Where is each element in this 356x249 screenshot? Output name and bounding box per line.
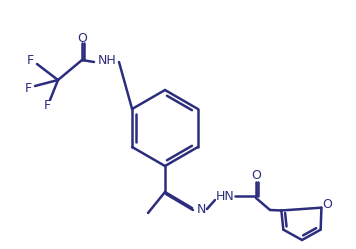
Text: O: O <box>251 169 261 182</box>
Text: F: F <box>25 81 32 95</box>
Text: F: F <box>43 99 51 112</box>
Text: HN: HN <box>216 189 234 202</box>
Text: N: N <box>196 202 206 215</box>
Text: NH: NH <box>98 54 116 66</box>
Text: O: O <box>322 198 332 211</box>
Text: F: F <box>26 54 33 66</box>
Text: O: O <box>77 32 87 45</box>
